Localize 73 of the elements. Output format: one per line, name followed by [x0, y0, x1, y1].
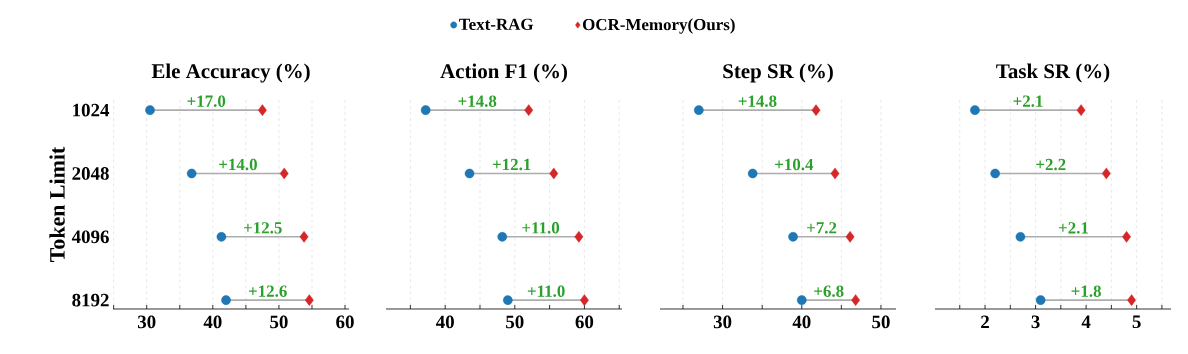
- point: [221, 295, 231, 305]
- x-tick-label: 40: [435, 315, 454, 329]
- annotation: +11.0: [527, 285, 565, 297]
- x-tick-label: 40: [792, 315, 811, 329]
- y-axis-title: Token Limit: [49, 146, 65, 262]
- annotation: +12.5: [243, 222, 282, 234]
- point: [503, 295, 513, 305]
- y-tick-label: 2048: [72, 167, 109, 180]
- x-tick-label: 30: [137, 315, 156, 329]
- x-tick-label: 50: [872, 315, 890, 329]
- point: [990, 168, 1000, 179]
- x-tick-label: 60: [575, 315, 594, 329]
- x-tick-label: 50: [506, 315, 524, 329]
- point: [145, 105, 155, 115]
- chart-title: Action F1 (%): [440, 63, 567, 83]
- annotation: +14.8: [458, 95, 497, 107]
- annotation: +2.1: [1058, 222, 1089, 234]
- point: [304, 294, 314, 306]
- point: [497, 232, 508, 242]
- point: [845, 231, 855, 243]
- annotation: +17.0: [187, 95, 226, 107]
- point: [420, 105, 431, 115]
- chart-title: Task SR (%): [996, 63, 1110, 83]
- x-tick-label: 3: [1031, 315, 1040, 329]
- point: [464, 168, 475, 179]
- annotation: +11.0: [522, 222, 560, 234]
- point: [574, 231, 584, 243]
- annotation: +12.6: [248, 285, 287, 297]
- annotation: +6.8: [814, 285, 844, 297]
- x-tick-label: 5: [1132, 315, 1141, 329]
- x-tick-label: 40: [203, 315, 222, 329]
- point: [1076, 104, 1086, 116]
- point: [1101, 167, 1111, 180]
- point: [1015, 232, 1026, 242]
- point: [216, 232, 227, 242]
- x-tick-label: 60: [336, 315, 354, 329]
- x-tick-label: 4: [1081, 315, 1091, 328]
- annotation: +1.8: [1071, 285, 1101, 297]
- y-tick-label: 8192: [72, 293, 109, 307]
- point: [788, 232, 798, 242]
- annotation: +2.1: [1013, 95, 1043, 107]
- annotation: +2.2: [1036, 158, 1066, 171]
- point: [747, 168, 758, 179]
- point: [1035, 295, 1046, 305]
- point: [830, 167, 840, 180]
- point: [851, 294, 861, 306]
- x-tick-label: 50: [270, 315, 288, 329]
- legend-label: OCR-Memory(Ours): [582, 18, 735, 34]
- chart-title: Step SR (%): [723, 63, 833, 83]
- point: [580, 294, 589, 306]
- point: [549, 167, 559, 180]
- point: [299, 231, 309, 243]
- annotation: +12.1: [492, 158, 531, 171]
- point: [186, 168, 197, 179]
- x-tick-label: 2: [981, 315, 989, 329]
- annotation: +14.0: [219, 158, 257, 171]
- point: [258, 104, 267, 116]
- chart-title: Ele Accuracy (%): [151, 63, 310, 83]
- point: [279, 167, 289, 180]
- point: [1122, 231, 1131, 243]
- point: [524, 104, 534, 116]
- point: [970, 105, 980, 115]
- y-tick-label: 4096: [71, 230, 109, 244]
- x-tick-label: 30: [713, 315, 732, 329]
- point: [1127, 294, 1136, 306]
- point: [694, 105, 704, 115]
- legend-label: Text-RAG: [459, 18, 534, 31]
- y-tick-label: 1024: [73, 103, 110, 117]
- point: [796, 295, 807, 305]
- annotation: +14.8: [738, 95, 777, 107]
- annotation: +7.2: [807, 222, 837, 234]
- annotation: +10.4: [775, 158, 814, 171]
- point: [811, 104, 821, 116]
